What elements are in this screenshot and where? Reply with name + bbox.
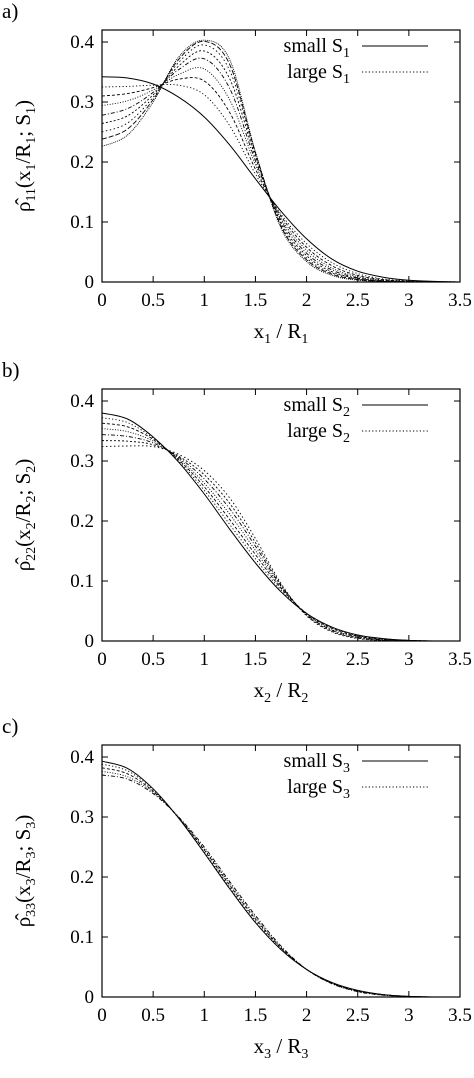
plot-frame [101,744,461,998]
x-tick-label: 1 [200,290,210,311]
x-tick-label: 0.5 [141,290,165,311]
panel-1: a) 0 0.5 1 1.5 2 2.5 3 3.5 0 0.1 0.2 0.3 0.4 small S1l… [2,0,472,347]
x-tick-label: 2.5 [346,290,370,311]
series-line-2 [101,83,461,283]
x-tick-label: 0 [97,649,107,670]
x-tick-label: 3.5 [448,649,472,670]
series-line-8 [101,40,460,283]
x-tick-label: 3 [404,290,414,311]
y-tick-label: 0.2 [70,511,94,532]
legend-label: small S1 [284,35,350,61]
x-tick-label: 3 [404,1005,414,1026]
x-axis-label: x3 / R3 [254,1034,309,1062]
y-tick-label: 0.1 [70,571,94,592]
y-axis-label: ρ̂33(x3/R3; S3) [11,815,39,928]
legend-label: large S1 [287,61,350,87]
series-line-2 [101,417,461,642]
x-tick-label: 1 [200,649,210,670]
y-tick-label: 0.1 [70,212,94,233]
x-tick-label: 2.5 [346,649,370,670]
series-line-5 [101,57,461,283]
series-line-1 [101,412,461,642]
series-line-7 [101,445,460,642]
x-tick-label: 0.5 [141,649,165,670]
x-tick-label: 3.5 [448,290,472,311]
y-tick-label: 0.2 [70,152,94,173]
series-line-1 [101,76,461,283]
x-tick-label: 1.5 [244,649,268,670]
panel-2: b) 0 0.5 1 1.5 2 2.5 3 3.5 0 0.1 0.2 0.3 0.4 small S2l… [2,358,472,706]
panel-label: b) [2,358,20,382]
x-tick-label: 1.5 [244,1005,268,1026]
panel-3: c) 0 0.5 1 1.5 2 2.5 3 3.5 0 0.1 0.2 0.3 0.4 small S3l… [2,714,472,1062]
y-tick-label: 0.3 [70,451,94,472]
x-axis-label: x2 / R2 [254,678,309,706]
x-tick-label: 3.5 [448,1005,472,1026]
series-line-5 [101,434,460,642]
x-tick-label: 2 [302,1005,312,1026]
series-line-6 [101,440,460,642]
y-tick-label: 0.1 [70,927,94,948]
series-line-4 [101,428,461,642]
legend-label: small S3 [284,750,350,776]
x-tick-label: 0.5 [141,1005,165,1026]
y-tick-label: 0.3 [70,92,94,113]
x-axis-label: x1 / R1 [254,319,309,347]
series-line-1 [101,760,461,998]
x-tick-label: 0 [97,290,107,311]
legend-label: small S2 [284,394,350,420]
panel-label: a) [2,0,18,23]
plot-frame [101,29,461,283]
y-tick-label: 0.4 [70,391,94,412]
plot-frame [101,388,461,642]
y-tick-label: 0.2 [70,867,94,888]
y-axis-label: ρ̂11(x1/R1; S1) [11,100,39,212]
series-line-3 [101,422,461,642]
x-tick-label: 3 [404,649,414,670]
x-tick-label: 1 [200,1005,210,1026]
y-tick-label: 0.4 [70,747,94,768]
panel-label: c) [2,714,18,738]
x-tick-label: 1.5 [244,290,268,311]
x-tick-label: 0 [97,1005,107,1026]
series-line-5 [101,774,461,998]
y-tick-label: 0.3 [70,807,94,828]
legend-label: large S2 [287,420,350,446]
series-line-4 [101,67,461,283]
x-tick-label: 2.5 [346,1005,370,1026]
y-tick-label: 0 [85,631,95,652]
series-line-7 [101,44,460,283]
y-tick-label: 0 [85,272,95,293]
series-line-2 [101,763,461,998]
y-axis-label: ρ̂22(x2/R2; S2) [11,459,39,572]
series-line-9 [101,39,460,283]
legend-label: large S3 [287,776,350,802]
series-line-4 [101,770,461,998]
y-tick-label: 0 [85,987,95,1008]
y-tick-label: 0.4 [70,32,94,53]
series-line-3 [101,767,461,998]
series-line-3 [101,77,461,283]
x-tick-label: 2 [302,290,312,311]
x-tick-label: 2 [302,649,312,670]
